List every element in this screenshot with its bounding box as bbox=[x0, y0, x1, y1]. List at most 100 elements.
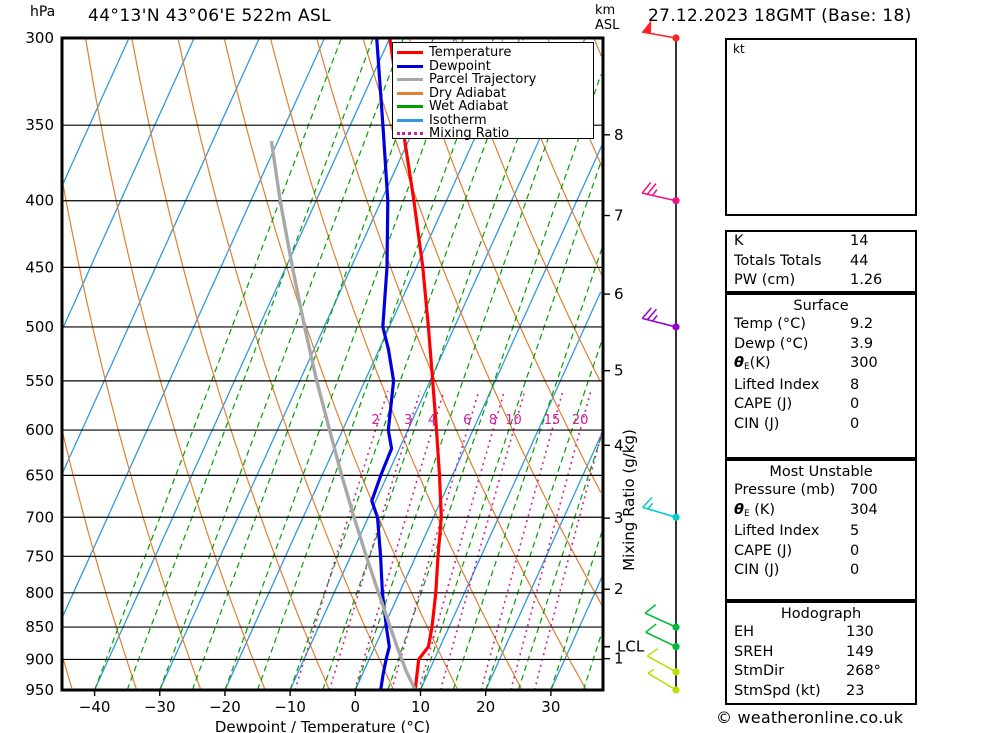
stat-value-eh: 130 bbox=[846, 624, 874, 640]
temperature-axis-ticks: −40 −30 −20 −10 0 10 20 30 bbox=[79, 690, 560, 716]
legend-item-temperature: Temperature bbox=[397, 46, 589, 60]
height-tick-label: 7 bbox=[614, 207, 624, 225]
wind-barb bbox=[642, 496, 680, 521]
stat-value-k: 14 bbox=[850, 233, 869, 249]
stat-key-stmdir: StmDir bbox=[734, 663, 785, 679]
pressure-tick-label: 550 bbox=[25, 372, 54, 390]
isotherm-line bbox=[550, 573, 603, 690]
pressure-axis-ticks: 300 350 400 450 500 550 600 650 700 750 800 850 900 9… bbox=[25, 29, 54, 699]
wet-adiabat-line bbox=[517, 429, 603, 690]
mixing-ratio-line bbox=[353, 390, 445, 690]
height-tick-label: 6 bbox=[614, 285, 624, 303]
stat-key-totals-totals: Totals Totals bbox=[734, 252, 822, 269]
pressure-tick-label: 800 bbox=[25, 584, 54, 602]
stat-value-surface-lifted-index: 8 bbox=[850, 376, 860, 393]
stat-value-mu-lifted-index: 5 bbox=[850, 523, 860, 539]
dry-adiabat-line bbox=[177, 38, 395, 690]
x-axis-title: Dewpoint / Temperature (°C) bbox=[215, 718, 430, 733]
legend-swatch-parcel-trajectory bbox=[397, 78, 423, 82]
stat-key-k: K bbox=[734, 233, 744, 249]
stat-row-totals-totals: Totals Totals 44 bbox=[727, 252, 915, 272]
mixing-ratio-value-label: 20 bbox=[572, 413, 589, 428]
legend-item-parcel-trajectory: Parcel Trajectory bbox=[397, 73, 589, 87]
most-unstable-panel: Most Unstable Pressure (mb) 700 θE (K) 3… bbox=[725, 459, 917, 601]
mixing-ratio-line bbox=[533, 429, 603, 690]
temperature-curve bbox=[388, 38, 443, 690]
mixing-ratio-line bbox=[418, 390, 506, 690]
mixing-ratio-value-label: 3 bbox=[404, 413, 412, 428]
hodograph-panel: kt bbox=[725, 38, 917, 216]
wind-barb bbox=[646, 647, 680, 676]
stat-row-sreh: SREH 149 bbox=[727, 643, 915, 663]
wet-adiabat-line bbox=[419, 156, 603, 690]
legend-swatch-dewpoint bbox=[397, 64, 423, 68]
isotherm-line bbox=[224, 38, 521, 690]
pressure-tick-label: 350 bbox=[25, 116, 54, 134]
stat-value-mu-cin: 0 bbox=[850, 562, 860, 578]
isotherm-line bbox=[419, 291, 602, 690]
plot-frame bbox=[60, 36, 605, 692]
height-tick-label: 4 bbox=[614, 436, 624, 454]
dry-adiabat-line bbox=[85, 38, 266, 690]
legend: Temperature Dewpoint Parcel Trajectory D… bbox=[392, 42, 594, 140]
wet-adiabat-line bbox=[159, 38, 405, 690]
legend-item-isotherm: Isotherm bbox=[397, 114, 589, 128]
mixing-ratio-labels: 2 3 4 6 8 10 15 20 bbox=[371, 413, 588, 428]
dewpoint-curve bbox=[370, 38, 396, 690]
wind-barb bbox=[647, 668, 680, 694]
temperature-tick-label: 0 bbox=[351, 698, 361, 716]
stat-row-mu-cin: CIN (J) 0 bbox=[727, 561, 915, 581]
mixing-ratio-value-label: 15 bbox=[544, 413, 561, 428]
parcel-trajectory-curve bbox=[269, 140, 417, 690]
hodograph-stats-panel: Hodograph EH 130 SREH 149 StmDir 268° St… bbox=[725, 601, 917, 705]
temperature-tick-label: −10 bbox=[274, 698, 306, 716]
wet-adiabat-line bbox=[289, 38, 525, 690]
legend-swatch-temperature bbox=[397, 51, 423, 55]
station-title: 44°13'N 43°06'E 522m ASL bbox=[88, 6, 332, 26]
date-title: 27.12.2023 18GMT (Base: 18) bbox=[648, 6, 912, 26]
most-unstable-panel-title: Most Unstable bbox=[769, 464, 873, 480]
hodograph-stats-title: Hodograph bbox=[780, 606, 862, 622]
stat-row-stmdir: StmDir 268° bbox=[727, 662, 915, 682]
isotherm-line bbox=[289, 38, 586, 690]
wet-adiabat-line bbox=[582, 627, 603, 690]
dry-adiabat-line bbox=[131, 38, 330, 690]
sounding-curves bbox=[269, 38, 443, 690]
isotherm-line bbox=[354, 141, 603, 690]
pressure-tick-label: 900 bbox=[25, 650, 54, 668]
pressure-tick-label: 700 bbox=[25, 508, 54, 526]
legend-item-dry-adiabat: Dry Adiabat bbox=[397, 87, 589, 101]
dry-adiabat-line bbox=[408, 38, 602, 493]
dry-adiabat-line bbox=[223, 38, 459, 690]
stat-row-pw: PW (cm) 1.26 bbox=[727, 271, 915, 291]
wet-adiabat-line bbox=[94, 38, 343, 690]
wind-barb bbox=[641, 307, 680, 331]
stat-value-mu-theta-e: 304 bbox=[850, 501, 878, 518]
wet-adiabat-line bbox=[322, 38, 555, 690]
height-tick-label: 3 bbox=[614, 509, 624, 527]
height-tick-label: 1 bbox=[614, 650, 624, 668]
isotherm-line bbox=[485, 429, 603, 690]
axis-titles: Dewpoint / Temperature (°C) Mixing Ratio … bbox=[215, 429, 638, 733]
mixing-ratio-line bbox=[439, 390, 526, 690]
legend-swatch-dry-adiabat bbox=[397, 91, 423, 95]
isotherm-line bbox=[94, 38, 391, 690]
watermark: © weatheronline.co.uk bbox=[716, 708, 904, 727]
legend-swatch-mixing-ratio bbox=[397, 132, 423, 136]
pressure-tick-label: 950 bbox=[25, 681, 54, 699]
legend-label-wet-adiabat: Wet Adiabat bbox=[429, 99, 509, 115]
stat-value-surface-cin: 0 bbox=[850, 415, 860, 432]
height-axis-asl-label: ASL bbox=[595, 18, 620, 33]
mixing-ratio-lines bbox=[294, 390, 603, 690]
wet-adiabat-line bbox=[485, 337, 603, 690]
height-tick-label: 2 bbox=[614, 580, 624, 598]
mixing-ratio-line bbox=[294, 390, 389, 690]
stat-key-stmspd: StmSpd (kt) bbox=[734, 682, 821, 699]
stat-row-surface-lifted-index: Lifted Index 8 bbox=[727, 376, 915, 396]
stat-row-eh: EH 130 bbox=[727, 623, 915, 643]
mixing-ratio-value-label: 8 bbox=[489, 413, 497, 428]
stat-key-mu-cin: CIN (J) bbox=[734, 562, 780, 578]
wind-barb bbox=[641, 182, 680, 205]
mixing-ratio-value-label: 10 bbox=[505, 413, 522, 428]
